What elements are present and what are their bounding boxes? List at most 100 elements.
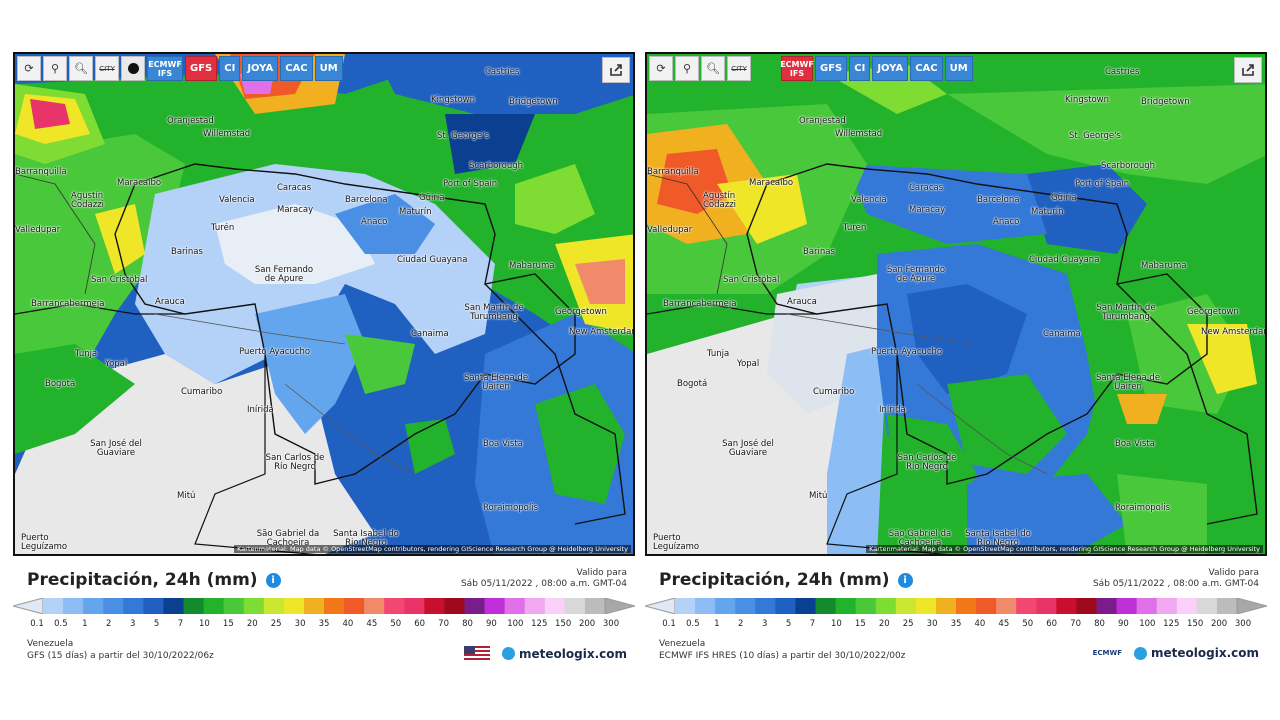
share-icon[interactable] — [602, 57, 630, 83]
model-button-um[interactable]: UM — [944, 56, 973, 81]
scale-swatch — [43, 598, 64, 614]
info-icon[interactable]: i — [265, 572, 281, 588]
brand[interactable]: meteologix.com — [464, 646, 627, 661]
scale-swatch — [675, 598, 696, 614]
scale-tick-label: 1 — [714, 619, 720, 629]
model-button-ecmwf[interactable]: ECMWF IFS — [780, 56, 814, 81]
city-label: Canaima — [411, 329, 449, 339]
map-attribution: Kartenmaterial: Map data © OpenStreetMap… — [866, 545, 1263, 553]
model-button-joya[interactable]: JOYA — [242, 56, 279, 81]
model-button-gfs[interactable]: GFS — [185, 56, 218, 81]
city-label: São Gabriel da Cachoeira — [888, 529, 952, 548]
city-label: Barranquilla — [15, 167, 67, 177]
city-label: San José del Guaviare — [722, 439, 774, 458]
scale-swatch — [223, 598, 245, 614]
ecmwf-logo: ECMWF — [1092, 649, 1123, 657]
model-button-cac[interactable]: CAC — [910, 56, 943, 81]
city-label: Mabaruma — [1141, 261, 1187, 271]
city-label: Boa Vista — [1115, 439, 1155, 449]
scale-ticks: 0.1 0.5 1 2 3 5 7 10 15 20 25 30 35 40 45 50 60 70 80 90 100… — [13, 619, 635, 631]
info-icon[interactable]: i — [897, 572, 913, 588]
scale-swatch — [956, 598, 977, 614]
scale-tick-label: 10 — [198, 619, 210, 629]
city-toggle-button[interactable]: CITY — [727, 56, 751, 81]
scale-tick-label: 90 — [485, 619, 497, 629]
city-label: Maturín — [399, 207, 432, 217]
scale-swatch — [424, 598, 445, 614]
reload-icon[interactable]: ⟳ — [649, 56, 673, 81]
city-label: Maracay — [909, 205, 946, 215]
model-run-label: GFS (15 días) a partir del 30/10/2022/06… — [27, 651, 214, 661]
brand[interactable]: ECMWF meteologix.com — [1093, 646, 1259, 660]
scale-swatch — [755, 598, 776, 614]
city-label: Bogotá — [45, 379, 76, 389]
brand-name: meteologix.com — [519, 646, 627, 661]
precipitation-map-ecmwf[interactable]: ⟳ ⚲ 🔍︎ CITY ECMWF IFS GFS CI JOYA CAC UM… — [645, 52, 1267, 556]
city-label: Puerto Leguízamo — [653, 533, 700, 552]
scale-swatch — [183, 598, 205, 614]
scale-swatch — [584, 598, 606, 614]
model-button-ci[interactable]: CI — [219, 56, 241, 81]
city-label: St. George's — [1069, 131, 1121, 141]
share-icon[interactable] — [1234, 57, 1262, 83]
scale-tick-label: 60 — [1046, 619, 1058, 629]
model-button-cac[interactable]: CAC — [280, 56, 313, 81]
reload-icon[interactable]: ⟳ — [17, 56, 41, 81]
model-button-ci[interactable]: CI — [849, 56, 871, 81]
city-label: Scarborough — [469, 161, 524, 171]
city-toggle-button[interactable]: CITY — [95, 56, 119, 81]
scale-swatch — [835, 598, 857, 614]
model-button-ecmwf[interactable]: ECMWF IFS — [147, 56, 183, 81]
model-button-um[interactable]: UM — [314, 56, 343, 81]
scale-tick-label: 0.1 — [30, 619, 44, 629]
scale-swatch — [83, 598, 104, 614]
precipitation-map-gfs[interactable]: ⟳ ⚲ 🔍︎ CITY ECMWF IFS GFS CI JOYA CAC UM… — [13, 52, 635, 556]
scale-tick-label: 5 — [785, 619, 792, 629]
location-pin-icon[interactable]: ⚲ — [43, 56, 67, 81]
scale-swatch — [1056, 598, 1077, 614]
city-label: Willemstad — [835, 129, 883, 139]
scale-swatch — [735, 598, 756, 614]
legend-title: Precipitación, 24h (mm) i — [27, 570, 281, 590]
city-label: Caracas — [277, 183, 312, 193]
model-button-gfs[interactable]: GFS — [815, 56, 848, 81]
scale-swatch — [1116, 598, 1138, 614]
region-label: Venezuela — [27, 639, 74, 649]
scale-swatch — [875, 598, 897, 614]
city-label: Maracaibo — [749, 178, 794, 188]
city-label: Tunja — [707, 349, 730, 359]
scale-swatch — [283, 598, 305, 614]
city-label: Arauca — [787, 297, 817, 307]
city-label: Maturín — [1031, 207, 1064, 217]
scale-tick-label: 70 — [1070, 619, 1081, 629]
scale-tick-label: 300 — [1234, 619, 1252, 629]
model-button-joya[interactable]: JOYA — [872, 56, 909, 81]
city-label: Puerto Leguízamo — [21, 533, 68, 552]
city-label: Cumaribo — [813, 387, 855, 397]
scale-tick-label: 200 — [578, 619, 596, 629]
valid-time: Sáb 05/11/2022 , 08:00 a.m. GMT-04 — [460, 579, 627, 589]
location-pin-icon[interactable]: ⚲ — [675, 56, 699, 81]
city-label: Turén — [211, 223, 235, 233]
zoom-icon[interactable]: 🔍︎ — [701, 56, 725, 81]
legend-title-text: Precipitación, 24h (mm) — [27, 570, 258, 590]
valid-label: Valido para — [576, 568, 628, 578]
city-label: San Carlos de Río Negro — [265, 453, 325, 472]
scale-arrow-right — [604, 598, 635, 614]
scale-swatch — [324, 598, 345, 614]
scale-swatch — [484, 598, 506, 614]
scale-tick-label: 45 — [998, 619, 1010, 629]
map-background — [15, 54, 633, 554]
scale-tick-label: 10 — [830, 619, 842, 629]
scale-tick-label: 20 — [246, 619, 258, 629]
scale-tick-label: 125 — [531, 619, 548, 629]
city-label: Anaco — [993, 217, 1020, 227]
scale-tick-label: 20 — [878, 619, 890, 629]
scale-arrow-right — [1236, 598, 1267, 614]
scale-swatch — [976, 598, 997, 614]
black-dot-icon[interactable] — [121, 56, 145, 81]
zoom-icon[interactable]: 🔍︎ — [69, 56, 93, 81]
city-label: Barinas — [171, 247, 203, 257]
scale-tick-label: 0.5 — [686, 619, 700, 629]
scale-swatch — [544, 598, 566, 614]
